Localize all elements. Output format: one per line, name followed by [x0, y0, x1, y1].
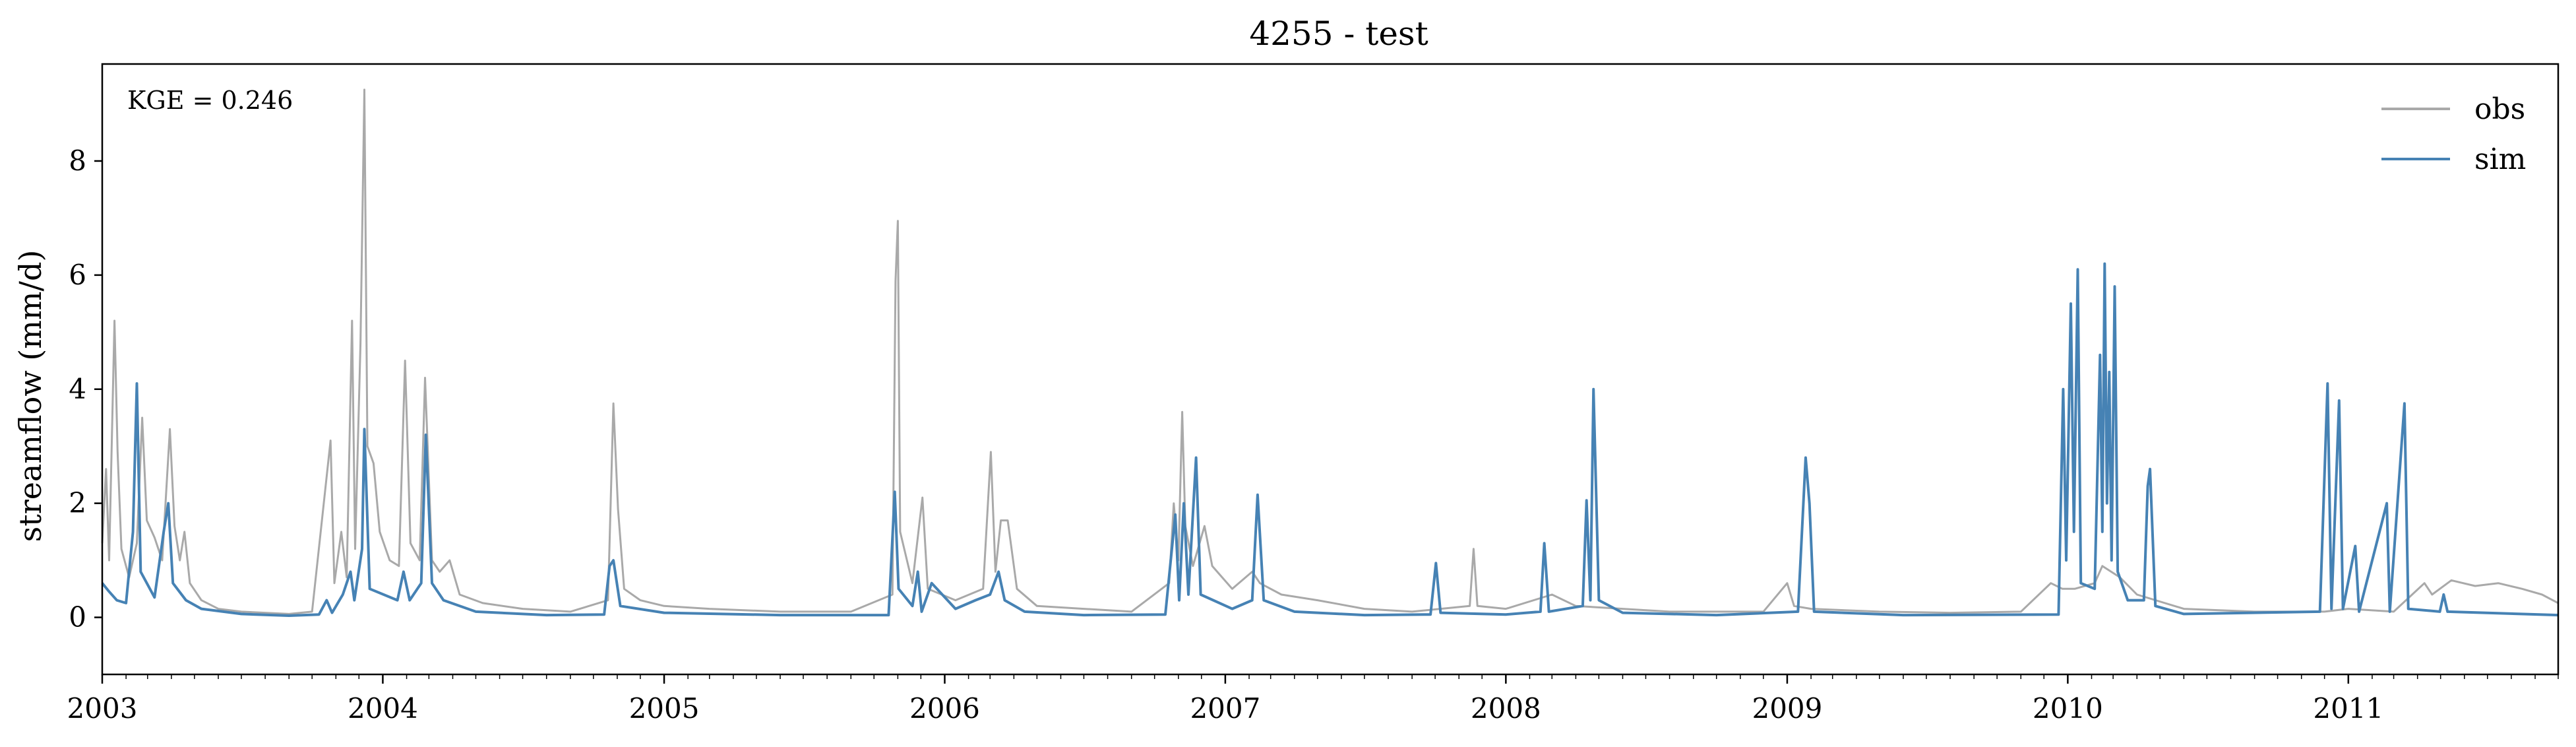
y-tick-label: 8 [69, 145, 86, 177]
x-tick-label: 2011 [2313, 692, 2383, 725]
y-tick-label: 0 [69, 601, 86, 633]
y-tick-label: 4 [69, 373, 86, 405]
axis-layer: 0 2 4 6 8 2003 2004 2005 2006 2007 2008 2009 2010 201… [67, 145, 2559, 725]
legend-label-sim: sim [2474, 143, 2526, 176]
x-tick-label: 2004 [348, 692, 418, 725]
series-line-sim [101, 262, 2559, 617]
y-tick-label: 2 [69, 487, 86, 519]
x-tick-label: 2003 [67, 692, 138, 725]
series-line-obs [101, 88, 2559, 615]
chart-title: 4255 - test [1249, 15, 1428, 53]
x-tick-label: 2005 [629, 692, 700, 725]
x-tick-label: 2009 [1752, 692, 1822, 725]
kge-annotation: KGE = 0.246 [127, 86, 293, 115]
plot-frame [101, 63, 2560, 676]
x-tick-label: 2006 [909, 692, 980, 725]
y-tick-label: 6 [69, 259, 86, 291]
x-tick-label: 2008 [1471, 692, 1541, 725]
legend-label-obs: obs [2474, 92, 2525, 126]
x-tick-label: 2010 [2033, 692, 2103, 725]
x-tick-label: 2007 [1190, 692, 1260, 725]
y-axis-label: streamflow (mm/d) [13, 250, 48, 542]
legend: obs sim [2381, 92, 2526, 176]
plot-area [101, 63, 2560, 676]
series-layer [101, 88, 2559, 617]
